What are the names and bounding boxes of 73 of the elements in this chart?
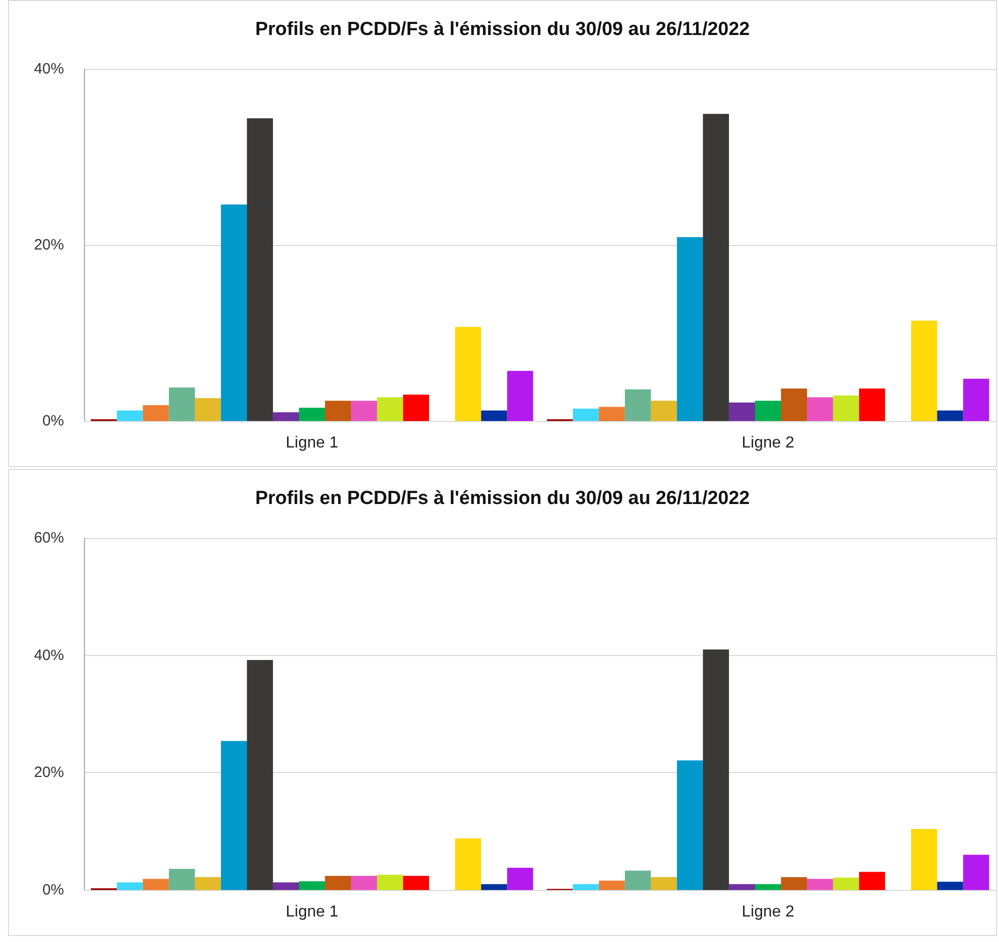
bar (507, 868, 534, 890)
y-tick-label: 0% (42, 882, 64, 898)
bar (507, 370, 534, 421)
bar (272, 882, 299, 890)
y-tick-label: 0% (42, 412, 64, 430)
bar (455, 838, 482, 890)
bar (298, 881, 326, 890)
bar (676, 237, 703, 421)
bar (220, 204, 247, 421)
bar (325, 876, 352, 890)
bar (168, 868, 195, 890)
chart-title: Profils en PCDD/Fs à l'émission du 30/09 au 26/11/2022 (255, 488, 750, 509)
x-tick-label: Ligne 1 (286, 434, 338, 452)
bar (624, 389, 651, 421)
bar (807, 397, 834, 421)
y-tick-label: 20% (34, 764, 64, 782)
y-tick-label: 40% (34, 646, 64, 664)
bar (481, 884, 508, 890)
bar (246, 660, 273, 890)
bar (781, 877, 808, 890)
x-tick-label: Ligne 2 (742, 904, 794, 920)
bar (833, 395, 860, 421)
bar (142, 405, 169, 421)
bar (650, 877, 677, 890)
bar (728, 402, 755, 421)
bar (963, 854, 990, 890)
bar (351, 876, 378, 890)
bar (455, 326, 482, 421)
bar (572, 884, 599, 890)
bar (598, 880, 625, 890)
bar (351, 400, 378, 421)
bar (168, 388, 195, 421)
y-tick-label: 40% (34, 60, 64, 78)
bar (702, 649, 729, 890)
bar (781, 388, 808, 421)
bar (481, 410, 508, 421)
bar (754, 884, 782, 890)
bar (116, 410, 143, 421)
bar (142, 878, 169, 890)
bar (754, 400, 782, 421)
bar (298, 408, 326, 421)
bar (911, 828, 938, 890)
x-tick-label: Ligne 1 (286, 904, 338, 920)
bar (963, 378, 990, 421)
bar (377, 874, 404, 890)
y-tick-label: 20% (34, 236, 64, 254)
bar (403, 394, 430, 421)
bar (220, 740, 247, 890)
bar (859, 388, 886, 421)
bar (194, 398, 221, 421)
bar (728, 884, 755, 890)
bar (116, 882, 143, 890)
bar (403, 876, 430, 890)
bar (572, 408, 599, 421)
bar (377, 397, 404, 421)
bar (702, 114, 729, 421)
bar (911, 320, 938, 421)
bar (807, 878, 834, 890)
bar (859, 872, 886, 890)
bar (676, 760, 703, 890)
chart-title: Profils en PCDD/Fs à l'émission du 30/09 au 26/11/2022 (255, 19, 750, 40)
bar (624, 870, 651, 890)
bar (650, 400, 677, 421)
bar (937, 410, 964, 421)
bar (194, 877, 221, 890)
bar (246, 118, 273, 421)
bar (598, 406, 625, 421)
bar (325, 400, 352, 421)
bar (833, 878, 860, 890)
bar (937, 882, 964, 890)
y-tick-label: 60% (34, 530, 64, 546)
bar (272, 412, 299, 421)
x-tick-label: Ligne 2 (742, 434, 794, 452)
